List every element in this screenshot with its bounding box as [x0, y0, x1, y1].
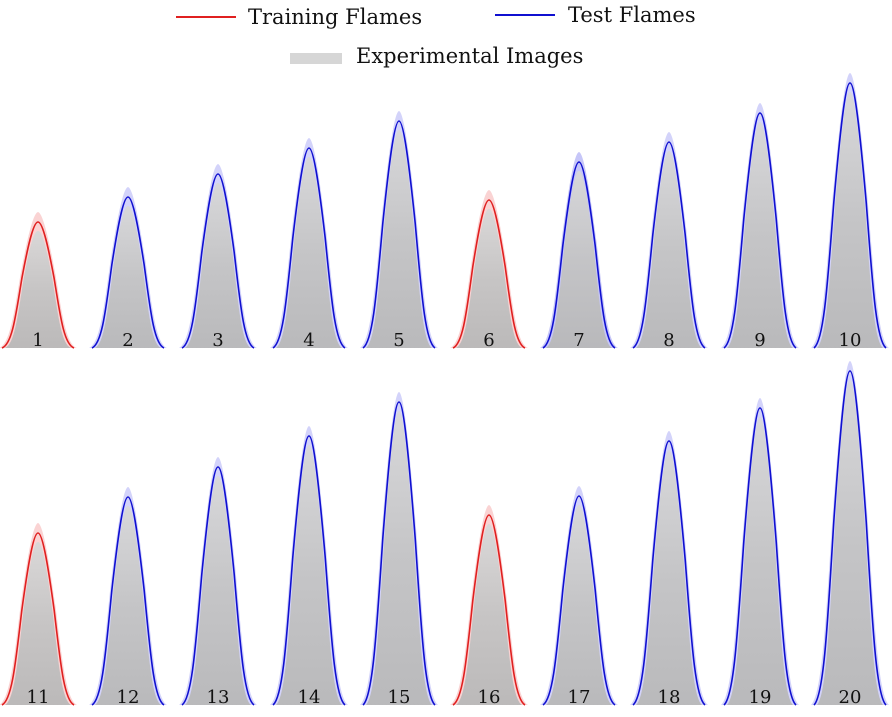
- flame-panel-9: 9: [721, 103, 799, 351]
- flame-number-label: 14: [298, 687, 321, 708]
- flame-number-label: 16: [478, 687, 501, 708]
- flame-number-label: 4: [303, 330, 314, 351]
- training-flame-contour: [452, 514, 526, 706]
- flame-number-label: 11: [27, 687, 50, 708]
- flame-panel-3: 3: [179, 164, 257, 351]
- flame-panel-6: 6: [450, 190, 528, 351]
- flame-panel-10: 10: [811, 73, 889, 351]
- test-flame-contour: [813, 370, 887, 706]
- experimental-image: [95, 205, 161, 348]
- flame-number-label: 18: [658, 687, 681, 708]
- test-flame-contour: [91, 196, 165, 349]
- flame-panel-14: 14: [270, 426, 348, 708]
- experimental-image: [456, 523, 522, 705]
- flame-panel-18: 18: [630, 431, 708, 708]
- test-flame-contour: [723, 112, 797, 349]
- test-flame-contour: [813, 82, 887, 349]
- flame-panel-8: 8: [630, 132, 708, 351]
- test-flame-contour: [181, 173, 255, 349]
- test-flame-contour: [542, 161, 616, 349]
- test-legend-label: Test Flames: [568, 3, 696, 27]
- flame-number-label: 5: [393, 330, 404, 351]
- legend: Training Flames Test Flames Experimental…: [176, 3, 696, 68]
- flame-number-label: 8: [663, 330, 674, 351]
- flame-number-label: 13: [207, 687, 230, 708]
- test-flame-contour: [632, 141, 706, 349]
- experimental-image: [727, 416, 793, 705]
- test-flame-contour: [91, 496, 165, 706]
- test-flame-contour: [723, 407, 797, 706]
- training-flame-contour: [1, 532, 75, 706]
- flame-panel-4: 4: [270, 138, 348, 351]
- experimental-image: [5, 230, 71, 348]
- flame-panel-1: 1: [0, 212, 77, 351]
- experimental-image: [546, 170, 612, 348]
- experimental-image: [276, 156, 342, 348]
- training-flame-contour: [452, 199, 526, 349]
- flame-panel-5: 5: [360, 111, 438, 351]
- experimental-image: [636, 150, 702, 348]
- test-flame-contour: [632, 440, 706, 706]
- flame-number-label: 12: [117, 687, 140, 708]
- experimental-image: [5, 541, 71, 705]
- test-flame-contour: [181, 466, 255, 706]
- flame-panel-11: 11: [0, 523, 77, 708]
- flame-number-label: 1: [32, 330, 43, 351]
- experimental-image: [456, 208, 522, 348]
- flame-panel-19: 19: [721, 398, 799, 708]
- flame-panel-7: 7: [540, 152, 618, 351]
- flame-number-label: 3: [212, 330, 223, 351]
- flame-number-label: 15: [388, 687, 411, 708]
- flame-number-label: 6: [483, 330, 494, 351]
- experimental-image: [185, 475, 251, 705]
- test-flame-contour: [362, 401, 436, 706]
- flame-number-label: 2: [122, 330, 133, 351]
- experimental-image: [636, 449, 702, 705]
- experimental-legend-swatch: [290, 53, 342, 64]
- flame-panel-13: 13: [179, 457, 257, 708]
- flame-number-label: 17: [568, 687, 591, 708]
- experimental-image: [95, 505, 161, 705]
- flame-number-label: 20: [839, 687, 862, 708]
- experimental-image: [185, 182, 251, 348]
- test-flame-contour: [272, 147, 346, 349]
- flame-panel-20: 20: [811, 361, 889, 708]
- flame-number-label: 7: [573, 330, 584, 351]
- flame-panel-15: 15: [360, 392, 438, 708]
- flame-panel-16: 16: [450, 505, 528, 708]
- flame-panel-17: 17: [540, 486, 618, 708]
- test-flame-contour: [542, 495, 616, 706]
- flame-number-label: 10: [839, 330, 862, 351]
- experimental-legend-label: Experimental Images: [356, 44, 583, 68]
- experimental-image: [727, 121, 793, 348]
- experimental-image: [276, 444, 342, 705]
- flame-number-label: 19: [749, 687, 772, 708]
- experimental-image: [546, 504, 612, 705]
- training-flame-contour: [1, 221, 75, 349]
- flame-panel-2: 2: [89, 187, 167, 351]
- test-flame-contour: [272, 435, 346, 706]
- flame-number-label: 9: [754, 330, 765, 351]
- experimental-image: [366, 410, 432, 705]
- experimental-image: [817, 91, 883, 349]
- training-legend-label: Training Flames: [248, 5, 422, 29]
- experimental-image: [817, 379, 883, 705]
- test-flame-contour: [362, 120, 436, 349]
- experimental-image: [366, 129, 432, 348]
- flame-panel-12: 12: [89, 487, 167, 708]
